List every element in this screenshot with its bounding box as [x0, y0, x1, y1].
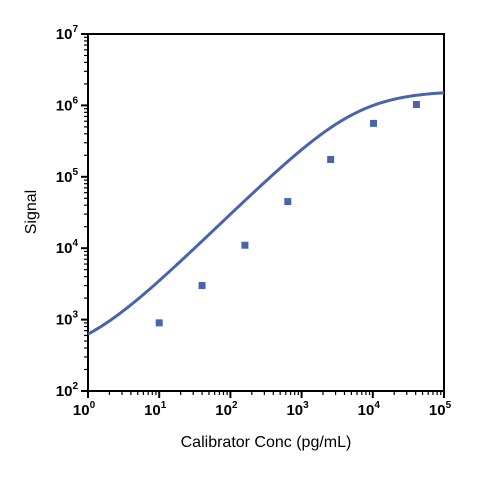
y-tick-label: 104 [56, 238, 79, 257]
x-tick-exponent: 0 [90, 400, 96, 411]
y-tick-exponent: 2 [72, 381, 78, 392]
y-tick-base: 10 [56, 26, 73, 43]
x-tick-label: 100 [73, 400, 96, 419]
x-tick-label: 103 [286, 400, 309, 419]
data-point-marker [412, 100, 420, 108]
y-axis-title: Signal [23, 190, 40, 234]
y-tick-label: 106 [56, 95, 79, 114]
x-tick-label: 105 [429, 400, 452, 419]
y-tick-label: 102 [56, 381, 79, 400]
y-tick-label: 107 [56, 24, 79, 43]
y-tick-base: 10 [56, 169, 73, 186]
data-point-marker [327, 155, 335, 163]
data-points-group [155, 100, 420, 327]
data-point-marker [370, 119, 378, 127]
data-point-marker [155, 319, 163, 327]
y-tick-label: 103 [56, 310, 79, 329]
y-tick-base: 10 [56, 240, 73, 257]
x-tick-base: 10 [215, 402, 232, 419]
x-tick-exponent: 1 [161, 400, 167, 411]
y-tick-base: 10 [56, 383, 73, 400]
y-tick-base: 10 [56, 312, 73, 329]
data-point-marker [284, 198, 292, 206]
x-tick-base: 10 [429, 402, 446, 419]
x-tick-label: 102 [215, 400, 238, 419]
x-tick-exponent: 3 [303, 400, 309, 411]
x-tick-label: 104 [358, 400, 381, 419]
x-tick-label: 101 [144, 400, 167, 419]
x-tick-exponent: 5 [446, 400, 452, 411]
x-tick-exponent: 2 [232, 400, 238, 411]
y-tick-exponent: 7 [72, 24, 78, 35]
x-tick-base: 10 [358, 402, 375, 419]
y-tick-exponent: 5 [72, 167, 78, 178]
y-tick-exponent: 3 [72, 310, 78, 321]
x-tick-exponent: 4 [374, 400, 380, 411]
y-tick-label: 105 [56, 167, 79, 186]
y-tick-exponent: 6 [72, 95, 78, 106]
y-tick-base: 10 [56, 97, 73, 114]
x-axis-title: Calibrator Conc (pg/mL) [181, 434, 352, 451]
data-point-marker [241, 241, 249, 249]
plot-frame [87, 33, 445, 392]
fit-curve-group [87, 91, 445, 336]
fit-curve [87, 91, 445, 336]
y-tick-exponent: 4 [72, 238, 78, 249]
axes-group [81, 33, 445, 398]
x-tick-base: 10 [286, 402, 303, 419]
x-tick-base: 10 [73, 402, 90, 419]
x-tick-base: 10 [144, 402, 161, 419]
data-point-marker [198, 282, 206, 290]
